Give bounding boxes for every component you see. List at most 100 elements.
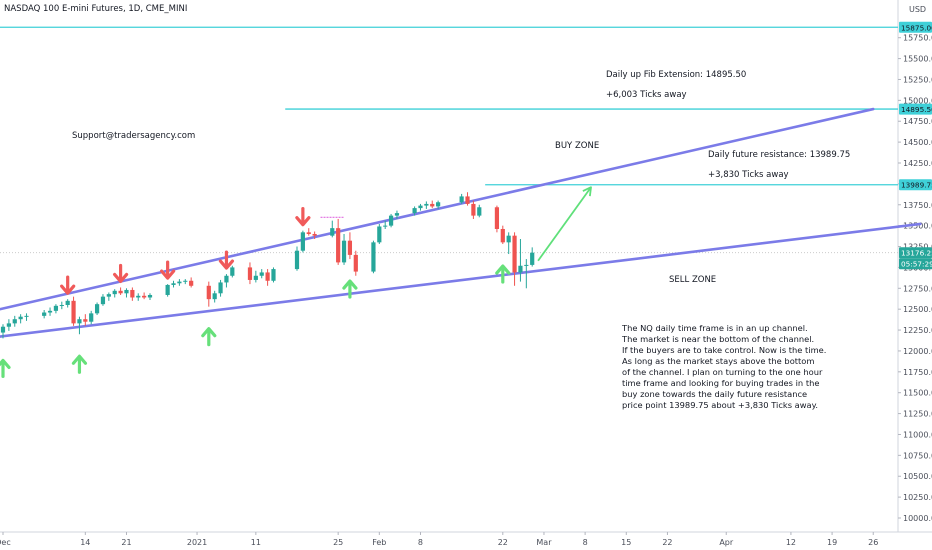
- sell-zone-label: SELL ZONE: [669, 275, 716, 285]
- candle: [341, 233, 347, 265]
- countdown-badge: 05:57:29: [901, 260, 932, 269]
- price-tick-label: 14750.00: [903, 117, 932, 126]
- candle: [294, 246, 300, 271]
- arrow-head: [160, 269, 176, 280]
- price-tick-label: 10750.00: [903, 451, 932, 460]
- candle: [271, 267, 276, 283]
- candle: [500, 225, 505, 245]
- candle: [83, 314, 88, 326]
- up-arrow-icon: [342, 279, 358, 299]
- candle: [71, 296, 76, 326]
- candle: [171, 280, 176, 288]
- projection-arrow: [537, 186, 592, 262]
- price-tick-label: 12000.00: [903, 347, 932, 356]
- time-tick-label: Mar: [536, 538, 552, 547]
- down-arrow-icon: [295, 207, 311, 227]
- candle-body: [230, 267, 235, 276]
- time-tick-label: 19: [827, 538, 837, 547]
- candle-body: [494, 207, 500, 229]
- candle-body: [71, 300, 76, 324]
- candle: [206, 281, 211, 307]
- candle-body: [142, 295, 147, 298]
- candle: [383, 220, 388, 229]
- candle-body: [59, 304, 64, 306]
- candle-body: [465, 196, 470, 204]
- projection-line: [537, 186, 592, 262]
- time-tick-label: 15: [621, 538, 631, 547]
- price-tick-label: 13500.00: [903, 222, 932, 231]
- time-tick-label: Apr: [719, 538, 734, 547]
- candle: [471, 200, 476, 219]
- last-price-badge-bg: [899, 247, 932, 259]
- candle: [47, 307, 53, 316]
- time-axis: Dec 14 21 2021 11 25 Feb 8 22 Mar 8 15 22 Apr 12 19 26: [0, 532, 878, 547]
- up-arrow-icon: [201, 327, 217, 347]
- note-line: As long as the market stays above the bo…: [622, 356, 814, 366]
- candle: [189, 277, 194, 288]
- candle: [430, 200, 435, 209]
- time-tick-label: 14: [80, 538, 90, 547]
- candle: [436, 200, 441, 209]
- candle-body: [477, 207, 482, 216]
- candle-body: [106, 294, 111, 297]
- arrow-head: [201, 327, 217, 338]
- candle: [142, 292, 147, 300]
- candle-body: [83, 319, 88, 322]
- candle: [18, 314, 23, 324]
- resistance-level-badge-bg: [899, 179, 932, 191]
- time-tick-label: 8: [418, 538, 423, 547]
- candle-body: [341, 240, 347, 263]
- down-arrow-icon: [160, 260, 176, 280]
- candle: [253, 270, 258, 283]
- buy-zone-label: BUY ZONE: [555, 141, 599, 151]
- time-tick-label: 2021: [187, 538, 207, 547]
- channel-line-upper: [0, 107, 875, 311]
- arrow-head: [112, 272, 129, 284]
- resistance-level-badge: 13989.75: [901, 181, 932, 190]
- arrow-head: [295, 216, 311, 227]
- candle: [494, 205, 500, 233]
- candle: [377, 223, 382, 245]
- price-tick-label: 15500.00: [903, 55, 932, 64]
- candle-body: [394, 213, 400, 216]
- note-line: If the buyers are to take control. Now i…: [622, 345, 826, 355]
- candle: [24, 313, 29, 321]
- price-tick-label: 10500.00: [903, 472, 932, 481]
- candle-body: [430, 203, 435, 207]
- candle: [312, 231, 317, 240]
- candle-body: [383, 225, 388, 227]
- candle: [394, 210, 400, 219]
- candle: [112, 289, 117, 298]
- candle-body: [224, 275, 229, 283]
- candle-body: [500, 228, 505, 243]
- time-tick-label: 25: [333, 538, 343, 547]
- arrow-head: [0, 358, 11, 370]
- candle-body: [136, 295, 141, 298]
- note-line: time frame and looking for buying trades…: [622, 378, 819, 388]
- symbol-title: NASDAQ 100 E-mini Futures, 1D, CME_MINI: [4, 4, 187, 14]
- candle-body: [294, 250, 300, 270]
- price-tick-label: 10000.00: [903, 514, 932, 523]
- fib-level-badge-bg: [899, 103, 932, 115]
- time-tick-label: 8: [583, 538, 588, 547]
- candle-body: [218, 282, 223, 294]
- candle: [183, 279, 188, 285]
- candle: [165, 284, 170, 297]
- candle: [230, 265, 235, 278]
- candle: [477, 204, 482, 218]
- candle: [218, 279, 223, 297]
- candle-body: [118, 290, 123, 294]
- candle: [506, 232, 511, 255]
- candle-body: [300, 232, 305, 251]
- time-tick-label: 12: [786, 538, 796, 547]
- price-tick-label: 15250.00: [903, 75, 932, 84]
- candle-body: [65, 300, 70, 305]
- candle-body: [42, 312, 47, 316]
- candle-body: [100, 296, 106, 305]
- candle: [177, 279, 182, 286]
- price-tick-label: 15750.00: [903, 34, 932, 43]
- candle-body: [165, 284, 170, 295]
- candle: [100, 294, 106, 306]
- candle-body: [459, 196, 464, 203]
